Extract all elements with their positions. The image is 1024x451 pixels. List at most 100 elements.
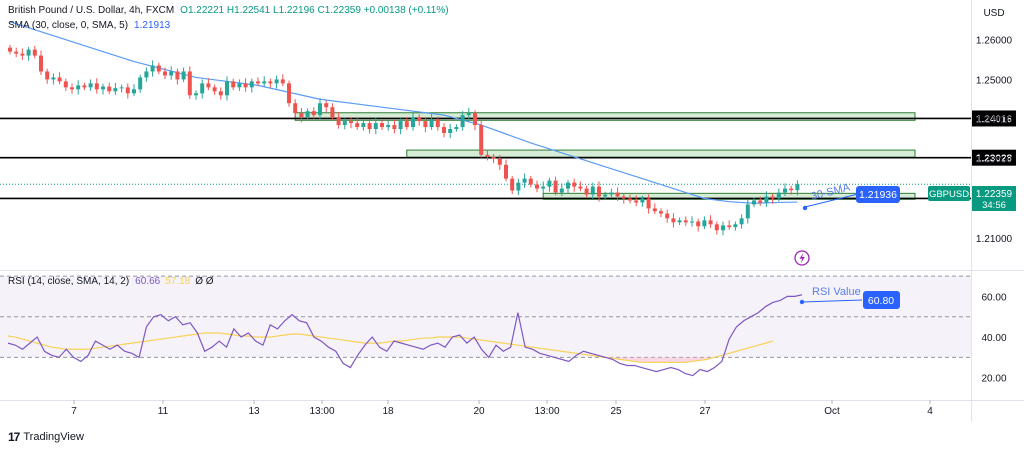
candle[interactable] xyxy=(541,181,546,193)
candle[interactable] xyxy=(485,149,490,161)
currency-label[interactable]: USD xyxy=(983,8,1004,19)
candle[interactable] xyxy=(256,77,260,87)
candle[interactable] xyxy=(640,195,645,207)
candle[interactable] xyxy=(615,187,620,201)
candle[interactable] xyxy=(504,159,508,182)
lightning-icon[interactable] xyxy=(794,250,810,266)
candle[interactable] xyxy=(752,197,756,208)
candle[interactable] xyxy=(32,45,37,59)
candle[interactable] xyxy=(671,213,676,228)
candle[interactable] xyxy=(361,120,366,131)
candle[interactable] xyxy=(776,188,781,202)
candle[interactable] xyxy=(783,183,787,197)
candle[interactable] xyxy=(194,90,198,100)
candle[interactable] xyxy=(349,117,353,129)
candle[interactable] xyxy=(63,78,68,91)
candle[interactable] xyxy=(330,103,335,120)
candle[interactable] xyxy=(770,193,775,204)
candle[interactable] xyxy=(274,75,279,89)
candle[interactable] xyxy=(206,78,211,91)
time-axis[interactable]: 7 11 13 13:00 18 20 13:00 25 27 Oct 4 xyxy=(71,400,933,417)
candle[interactable] xyxy=(690,216,694,227)
candle[interactable] xyxy=(659,208,663,218)
candle[interactable] xyxy=(603,191,608,200)
candle[interactable] xyxy=(181,67,186,83)
candle[interactable] xyxy=(373,117,378,135)
candle[interactable] xyxy=(82,82,87,91)
candle[interactable] xyxy=(559,183,564,197)
candle[interactable] xyxy=(398,118,403,135)
candle[interactable] xyxy=(522,173,527,188)
candle[interactable] xyxy=(163,67,167,80)
candle[interactable] xyxy=(411,111,415,131)
candle[interactable] xyxy=(758,196,763,207)
candle[interactable] xyxy=(26,46,31,61)
candle[interactable] xyxy=(454,124,459,132)
candle[interactable] xyxy=(646,194,651,214)
candle[interactable] xyxy=(435,116,440,131)
candle[interactable] xyxy=(572,178,577,192)
candle[interactable] xyxy=(745,199,750,224)
candle[interactable] xyxy=(243,78,248,92)
candle[interactable] xyxy=(528,175,533,188)
candle[interactable] xyxy=(466,107,471,120)
candle[interactable] xyxy=(336,111,341,129)
candle[interactable] xyxy=(473,110,477,131)
candle[interactable] xyxy=(702,216,707,230)
candle[interactable] xyxy=(423,117,428,133)
candle[interactable] xyxy=(311,107,316,119)
candle[interactable] xyxy=(324,100,329,113)
candle[interactable] xyxy=(714,221,719,235)
candle[interactable] xyxy=(355,117,360,130)
candle[interactable] xyxy=(318,98,322,120)
candle[interactable] xyxy=(144,67,149,82)
candle[interactable] xyxy=(150,60,155,77)
price-axis[interactable]: 1.260001.250001.240001.230001.220001.210… xyxy=(976,36,1013,245)
candle[interactable] xyxy=(708,215,713,228)
candle[interactable] xyxy=(460,111,465,131)
candle[interactable] xyxy=(386,121,391,131)
candle[interactable] xyxy=(225,76,229,101)
candle[interactable] xyxy=(739,214,744,229)
candle[interactable] xyxy=(634,195,639,207)
candle[interactable] xyxy=(57,72,62,85)
candle[interactable] xyxy=(516,178,521,195)
candle[interactable] xyxy=(789,185,794,195)
candle[interactable] xyxy=(721,221,725,236)
candle[interactable] xyxy=(249,78,254,93)
candle[interactable] xyxy=(448,123,453,139)
candle[interactable] xyxy=(665,209,670,223)
candle[interactable] xyxy=(299,107,304,123)
candle[interactable] xyxy=(597,181,601,202)
candle[interactable] xyxy=(696,218,701,232)
candle[interactable] xyxy=(262,76,267,87)
candle[interactable] xyxy=(677,217,682,226)
candle[interactable] xyxy=(237,79,242,91)
candle[interactable] xyxy=(14,47,19,58)
candle[interactable] xyxy=(491,154,496,164)
candle[interactable] xyxy=(138,74,143,93)
candle[interactable] xyxy=(187,66,192,99)
candle[interactable] xyxy=(39,50,43,76)
candle[interactable] xyxy=(200,79,205,99)
candle[interactable] xyxy=(367,119,372,134)
candle[interactable] xyxy=(45,68,50,84)
candle[interactable] xyxy=(652,203,657,214)
candle[interactable] xyxy=(156,62,161,75)
sma-line[interactable] xyxy=(9,21,798,204)
sma-legend[interactable]: SMA (30, close, 0, SMA, 5) 1.21913 xyxy=(8,20,171,31)
candle[interactable] xyxy=(76,80,81,95)
candle[interactable] xyxy=(70,83,74,94)
candle[interactable] xyxy=(175,68,180,85)
candle[interactable] xyxy=(212,84,217,95)
candle[interactable] xyxy=(125,83,130,99)
candle[interactable] xyxy=(94,78,99,94)
candle[interactable] xyxy=(8,44,12,55)
candle[interactable] xyxy=(392,119,397,134)
candle[interactable] xyxy=(733,221,738,231)
candle[interactable] xyxy=(590,182,595,199)
candle[interactable] xyxy=(20,48,25,60)
candle[interactable] xyxy=(628,194,632,204)
candle[interactable] xyxy=(566,179,570,193)
candle[interactable] xyxy=(113,82,118,95)
